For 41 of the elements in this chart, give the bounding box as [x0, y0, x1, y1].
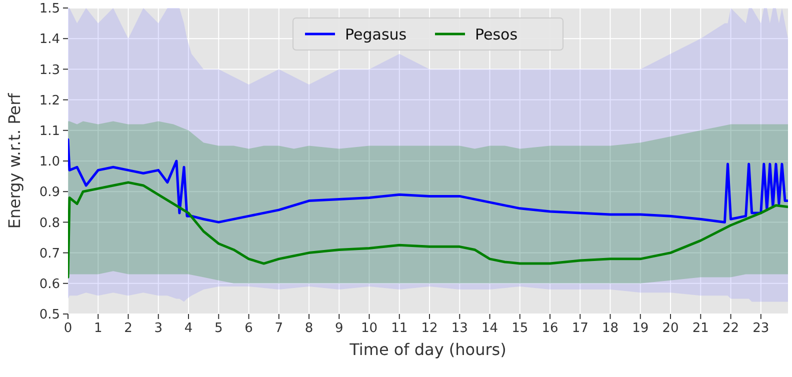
x-tick-label: 15 [512, 321, 528, 336]
x-tick-label: 17 [572, 321, 588, 336]
x-tick-label: 0 [64, 321, 72, 336]
x-tick-label: 16 [542, 321, 558, 336]
x-axis-title: Time of day (hours) [348, 340, 506, 359]
y-axis-title: Energy w.r.t. Perf [5, 92, 24, 229]
x-tick-label: 5 [214, 321, 223, 336]
y-tick-label: 1.3 [39, 62, 60, 78]
x-tick-label: 6 [244, 321, 253, 336]
x-tick-label: 12 [421, 321, 438, 336]
y-tick-label: 0.7 [39, 246, 60, 262]
y-tick-label: 0.5 [39, 308, 60, 323]
x-tick-label: 10 [360, 321, 378, 336]
y-tick-label: 0.9 [39, 185, 60, 200]
y-tick-label: 0.8 [39, 216, 60, 231]
x-tick-label: 18 [602, 321, 619, 336]
y-tick-label: 1.0 [39, 154, 60, 170]
x-tick-label: 4 [184, 321, 193, 336]
x-tick-label: 19 [632, 321, 649, 336]
x-tick-label: 13 [451, 321, 468, 336]
x-tick-label: 22 [722, 321, 740, 336]
x-tick-label: 11 [391, 321, 408, 336]
legend-label: Pesos [475, 25, 518, 44]
line-series [68, 138, 788, 224]
x-tick-label: 21 [692, 321, 709, 336]
x-tick-label: 2 [124, 321, 132, 336]
line-series [68, 181, 788, 279]
x-tick-label: 23 [752, 321, 770, 336]
x-tick-label: 20 [662, 321, 679, 336]
x-tick-label: 14 [481, 321, 498, 336]
x-tick-label: 7 [274, 321, 284, 336]
legend-label: Pegasus [345, 25, 407, 44]
x-tick-label: 1 [94, 321, 102, 336]
y-tick-label: 1.1 [39, 124, 60, 139]
y-tick-label: 0.6 [39, 276, 60, 292]
y-tick-label: 1.4 [39, 32, 60, 48]
x-tick-label: 8 [304, 321, 314, 336]
x-tick-label: 3 [154, 321, 163, 336]
x-tick-label: 9 [334, 321, 344, 336]
y-tick-label: 1.2 [39, 93, 60, 108]
y-tick-label: 1.5 [39, 2, 60, 17]
